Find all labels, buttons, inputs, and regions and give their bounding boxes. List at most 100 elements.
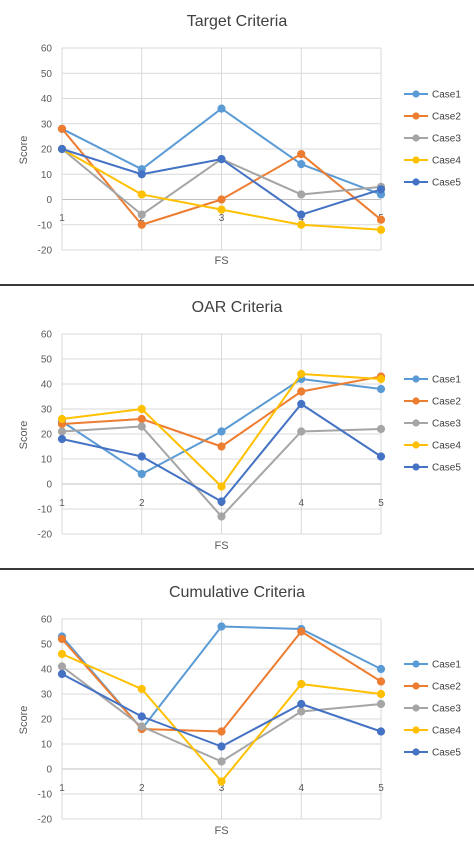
data-point-case2 [217,727,226,736]
y-tick-label: 10 [41,455,53,466]
data-point-case2 [297,387,306,396]
data-point-case2 [297,149,306,159]
x-tick-label: 2 [139,498,145,509]
y-tick-label: 60 [41,330,53,341]
legend-label: Case3 [432,704,461,715]
y-tick-label: 20 [41,430,53,441]
data-point-case3 [57,662,67,671]
data-point-case3 [217,512,226,521]
data-point-case5 [57,669,67,679]
x-tick-label: 4 [298,783,304,794]
data-point-case4 [137,404,146,414]
y-axis-label: Score [18,421,30,450]
y-tick-label: 0 [46,480,52,491]
data-point-case5 [137,170,146,179]
y-tick-label: 10 [41,170,53,181]
data-point-case5 [137,712,146,721]
x-tick-label: 5 [378,498,384,509]
legend-label: Case1 [432,660,461,671]
legend-label: Case1 [432,90,461,101]
data-point-case5 [376,452,386,461]
target-criteria-panel: Target Criteria6050403020100-10-2012345F… [0,0,474,283]
y-tick-label: 0 [46,765,52,776]
data-point-case3 [137,722,146,731]
data-point-case2 [137,220,146,229]
data-point-case2 [57,124,67,133]
y-axis-label: Score [18,136,30,165]
data-point-case2 [376,215,386,224]
x-axis-label: FS [214,540,228,552]
legend-label: Case4 [432,726,461,737]
y-tick-label: -20 [38,246,53,257]
legend-label: Case5 [432,748,461,759]
legend-label: Case4 [432,156,461,167]
legend-marker-case4 [412,726,420,734]
data-point-case4 [376,689,386,699]
target-criteria-chart: Target Criteria6050403020100-10-2012345F… [18,13,461,267]
legend-label: Case4 [432,441,461,452]
y-tick-label: 30 [41,119,53,130]
y-tick-label: -10 [38,790,53,801]
data-point-case5 [217,497,226,506]
legend-label: Case2 [432,682,461,693]
data-point-case3 [137,210,146,219]
legend-marker-case5 [412,463,420,471]
y-tick-label: 20 [41,145,53,156]
y-tick-label: 10 [41,740,53,751]
data-point-case2 [137,414,146,424]
data-point-case4 [297,369,306,379]
y-tick-label: 20 [41,715,53,726]
data-point-case5 [297,399,306,409]
data-point-case4 [217,777,226,786]
panel-divider [0,284,474,286]
legend-label: Case1 [432,375,461,386]
data-point-case1 [297,160,306,169]
x-tick-label: 4 [298,498,304,509]
data-point-case5 [57,434,67,444]
data-point-case2 [297,627,306,636]
x-tick-label: 5 [378,783,384,794]
oar-criteria-panel: OAR Criteria6050403020100-10-2012345FSSc… [0,286,474,568]
data-point-case5 [297,699,306,709]
data-point-case4 [57,649,67,659]
data-point-case1 [217,104,226,113]
legend-marker-case4 [412,156,420,164]
data-point-case1 [217,427,226,436]
y-tick-label: 60 [41,615,53,626]
y-axis-label: Score [18,706,30,735]
data-point-case3 [376,699,386,709]
x-axis-label: FS [214,825,228,837]
data-point-case1 [137,469,146,479]
data-point-case5 [376,185,386,194]
legend-label: Case3 [432,419,461,430]
y-tick-label: 30 [41,405,53,416]
data-point-case5 [376,727,386,736]
data-point-case2 [217,442,226,451]
legend-label: Case5 [432,463,461,474]
legend-label: Case2 [432,397,461,408]
legend-marker-case3 [412,419,420,427]
legend-marker-case1 [412,375,420,383]
y-tick-label: -10 [38,505,53,516]
x-tick-label: 3 [219,783,225,794]
data-point-case4 [297,679,306,689]
y-tick-label: 60 [41,44,53,55]
data-point-case2 [376,677,386,686]
data-point-case5 [217,155,226,164]
y-tick-label: 40 [41,665,53,676]
data-point-case4 [217,482,226,491]
y-tick-label: 50 [41,69,53,80]
data-point-case3 [297,427,306,436]
y-tick-label: -10 [38,220,53,231]
legend-marker-case3 [412,704,420,712]
legend-marker-case3 [412,134,420,142]
y-tick-label: 40 [41,94,53,105]
data-point-case4 [137,684,146,694]
data-point-case4 [297,220,306,229]
data-point-case1 [217,622,226,631]
x-tick-label: 1 [59,213,65,224]
x-tick-label: 3 [219,213,225,224]
legend-marker-case2 [412,682,420,690]
data-point-case3 [297,707,306,716]
legend-marker-case1 [412,660,420,668]
